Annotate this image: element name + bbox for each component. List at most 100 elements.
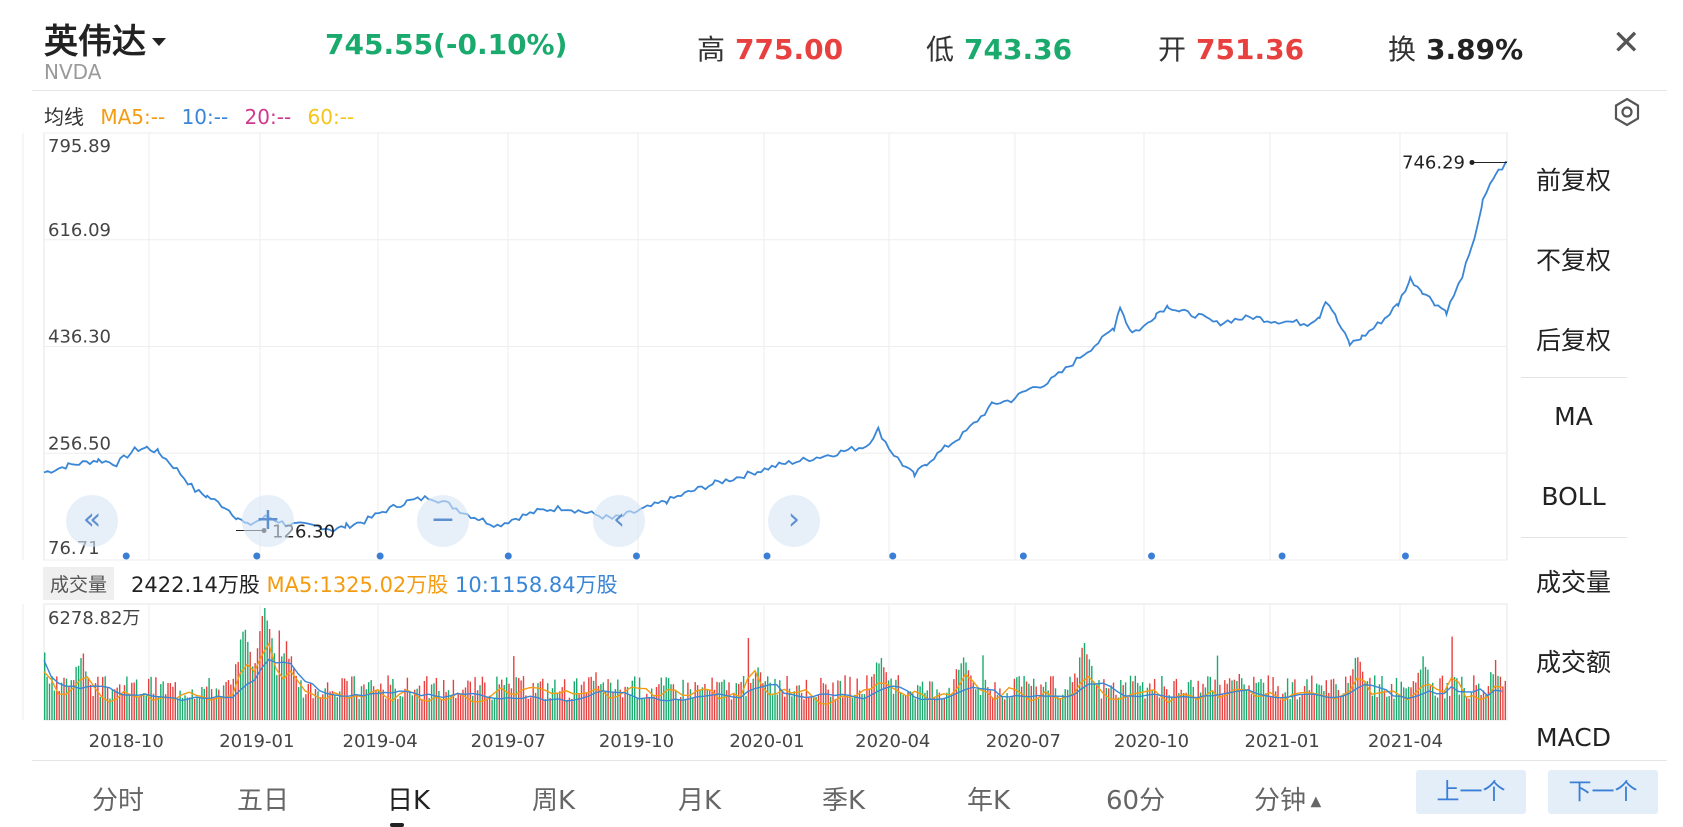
side-item-qfq[interactable]: 前复权 [1535,166,1611,195]
tab-wuri[interactable]: 五日 [237,786,290,816]
volume-bar [1139,685,1141,720]
fast-back-icon[interactable]: « [66,495,118,547]
ma-label: 均线 [44,105,84,129]
stock-dropdown-icon[interactable] [152,37,166,46]
volume-bar [1163,686,1165,720]
volume-bar [687,682,689,720]
tab-fenzhong[interactable]: 分钟 ▲ [1254,780,1321,817]
x-tick-dot [1278,552,1286,560]
volume-bar [1054,688,1057,720]
volume-bar [612,692,614,720]
volume-bar [46,676,48,720]
tab-niank[interactable]: 年K [967,786,1011,816]
volume-bar [1320,685,1323,720]
volume-bar [762,683,764,720]
side-item-bfq[interactable]: 不复权 [1535,246,1611,275]
volume-bar [967,670,970,720]
tab-fenshi[interactable]: 分时 [92,786,145,816]
volume-bar [259,631,261,720]
volume-bar [493,697,496,720]
volume-bar [938,692,941,720]
volume-bar [1212,691,1214,720]
volume-bar [1052,676,1054,720]
volume-bar [317,691,319,720]
volume-bar [953,679,955,720]
volume-bar [1291,682,1294,720]
chart-area: 795.89616.09436.30256.5076.716278.82万201… [22,132,1508,752]
volume-bar [479,685,481,720]
volume-bar [1253,676,1255,720]
volume-bar [1427,669,1429,720]
volume-bar [607,679,609,720]
next-button[interactable]: 下一个 [1548,770,1658,814]
volume-bar [1153,679,1156,720]
volume-bar [578,694,580,720]
side-item-volume[interactable]: 成交量 [1535,568,1611,597]
volume-bar [322,694,324,720]
volume-bar [979,694,982,720]
volume-bar [634,676,636,720]
volume-bar [1127,697,1129,720]
volume-bar [1081,647,1083,720]
volume-bar [1482,690,1485,720]
settings-icon[interactable] [1612,97,1642,127]
volume-bar [1076,677,1078,720]
volume-bar [767,676,769,720]
volume-bar [1047,690,1049,720]
volume-bar [1236,681,1238,720]
volume-bar [991,697,994,720]
x-tick-label: 2019-07 [471,731,546,752]
volume-bar [276,675,278,720]
side-item-macd[interactable]: MACD [1536,723,1611,752]
volume-bar [290,656,293,720]
prev-icon[interactable]: ‹ [593,495,645,547]
volume-bar [1226,683,1228,720]
zoom-in-icon[interactable]: + [242,495,294,547]
volume-bar [181,697,184,720]
zoom-out-icon[interactable]: − [417,495,469,547]
volume-bar [1185,692,1187,720]
tab-60fen[interactable]: 60分 [1106,786,1166,816]
volume-bar [728,682,730,720]
side-item-hfq[interactable]: 后复权 [1535,326,1611,355]
prev-button[interactable]: 上一个 [1416,770,1526,814]
volume-bar [1025,681,1028,720]
volume-bar [1228,678,1231,720]
volume-bar [377,690,380,720]
volume-bar [326,682,329,720]
volume-bar [1492,674,1494,720]
volume-bar [670,684,672,720]
volume-bar [1190,679,1192,720]
close-icon[interactable]: ✕ [1612,23,1641,63]
volume-bar [44,652,46,720]
volume-bar [310,683,312,720]
volume-bars [44,608,1506,720]
volume-bar [1013,678,1016,720]
volume-bar [1299,697,1301,720]
volume-bar [820,677,822,720]
volume-legend: 2422.14万股 MA5:1325.02万股 10:1158.84万股 [131,569,618,599]
volume-bar [1224,680,1226,720]
volume-bar [1415,682,1417,720]
volume-bar [363,684,365,720]
side-item-ma[interactable]: MA [1554,402,1593,431]
volume-bar [1444,698,1446,720]
tab-yuek[interactable]: 月K [678,786,722,816]
volume-bar [941,699,943,720]
volume-bar [837,680,839,720]
tab-rik[interactable]: 日K [387,786,431,816]
side-item-amount[interactable]: 成交额 [1535,648,1611,677]
next-icon[interactable]: › [768,495,820,547]
volume-bar [283,653,285,720]
volume-bar [854,694,856,720]
stock-name[interactable]: 英伟达 [44,14,166,63]
tab-jik[interactable]: 季K [822,786,866,816]
stat-low: 低 743.36 [926,28,1072,68]
side-item-boll[interactable]: BOLL [1541,482,1606,511]
volume-bar [1197,680,1199,720]
volume-bar [1146,687,1149,720]
volume-bar [119,684,121,720]
tab-zhouk[interactable]: 周K [532,786,576,816]
volume-bar [215,688,218,720]
volume-bar [1006,693,1008,720]
